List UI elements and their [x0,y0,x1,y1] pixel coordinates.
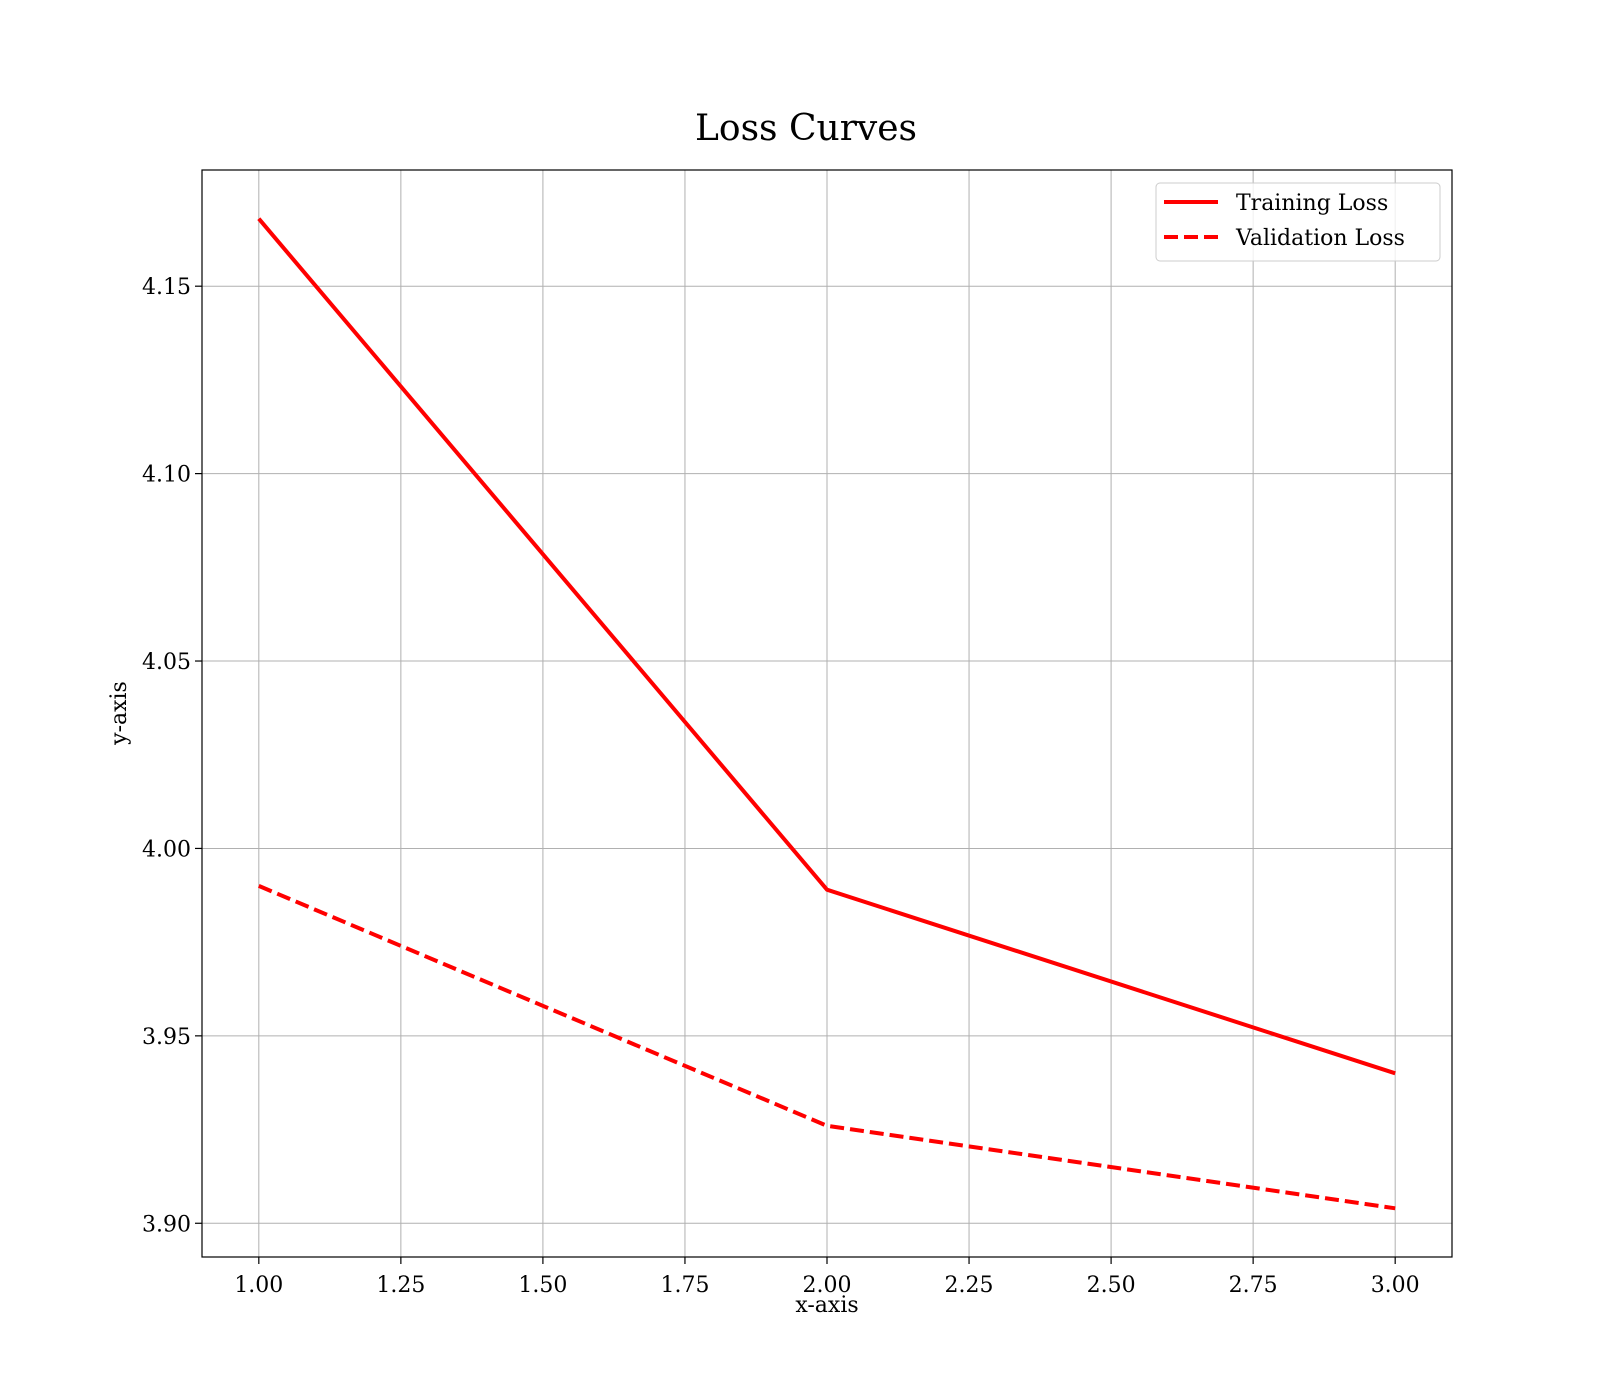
legend-label-training: Training Loss [1236,191,1388,216]
legend-box [1155,182,1441,262]
legend-label-validation: Validation Loss [1235,226,1405,251]
x-tick-label: 2.25 [945,1273,994,1298]
x-tick-label: 2.75 [1229,1273,1278,1298]
grid [202,170,1452,1257]
x-tick-label: 1.25 [376,1273,425,1298]
training-loss-line [257,217,1396,1076]
x-ticks: 1.00 1.25 1.50 1.75 2.00 2.25 2.50 2.75 3.00 [234,1257,1420,1298]
y-tick-label: 4.10 [142,463,191,488]
x-tick-label: 1.00 [234,1273,283,1298]
y-tick-label: 4.00 [142,837,191,862]
y-tick-label: 4.05 [142,650,191,675]
y-axis-label: y-axis [107,681,132,746]
y-tick-label: 4.15 [142,275,191,300]
chart-title: Loss Curves [695,108,917,149]
x-axis-label: x-axis [795,1293,858,1318]
x-tick-label: 2.50 [1087,1273,1136,1298]
series-layer [257,217,1396,1211]
legend: Training Loss Validation Loss [1155,182,1441,262]
y-ticks: 3.90 3.95 4.00 4.05 4.10 4.15 [142,275,202,1237]
x-tick-label: 1.75 [660,1273,709,1298]
validation-loss-line [258,884,1396,1211]
x-tick-label: 3.00 [1371,1273,1420,1298]
y-tick-label: 3.95 [142,1025,191,1050]
x-tick-label: 2.00 [803,1273,852,1298]
y-tick-label: 3.90 [142,1212,191,1237]
x-tick-label: 1.50 [518,1273,567,1298]
